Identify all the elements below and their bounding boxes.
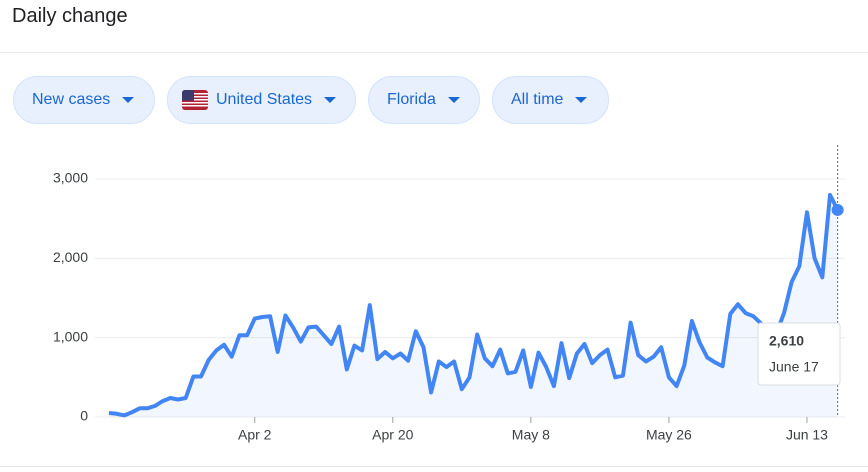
x-tick-label: Apr 2: [238, 427, 272, 443]
caret: [324, 97, 337, 103]
card-title: Daily change: [12, 5, 128, 27]
chip-label: All time: [511, 91, 564, 108]
x-tick-label: May 8: [512, 427, 550, 443]
tooltip-date: June 17: [769, 359, 819, 375]
y-tick-label: 0: [80, 408, 88, 424]
tooltip-box: [757, 322, 841, 386]
y-tick-label: 3,000: [53, 170, 88, 186]
tooltip: 2,610 June 17: [757, 322, 841, 386]
x-tick-label: Apr 20: [372, 427, 413, 443]
x-tick-label: May 26: [646, 427, 692, 443]
divider: [0, 52, 868, 53]
chip-label: United States: [216, 91, 313, 108]
tooltip-value: 2,610: [769, 333, 804, 349]
y-tick-label: 2,000: [53, 249, 88, 265]
chip-label: New cases: [32, 91, 111, 108]
caret: [122, 97, 135, 103]
caret: [575, 97, 588, 103]
caret: [447, 97, 460, 103]
x-tick-label: Jun 13: [786, 427, 828, 443]
area: [109, 194, 838, 417]
region-filter[interactable]: Florida: [368, 76, 480, 124]
y-tick-label: 1,000: [53, 328, 88, 344]
metric-filter[interactable]: New cases: [13, 76, 155, 124]
line: [108, 192, 840, 418]
divider: [0, 466, 868, 467]
flag: [182, 90, 208, 110]
hover-dot: [831, 203, 844, 216]
chip-label: Florida: [387, 91, 436, 108]
country-filter[interactable]: United States: [167, 76, 356, 124]
range-filter[interactable]: All time: [492, 76, 609, 124]
